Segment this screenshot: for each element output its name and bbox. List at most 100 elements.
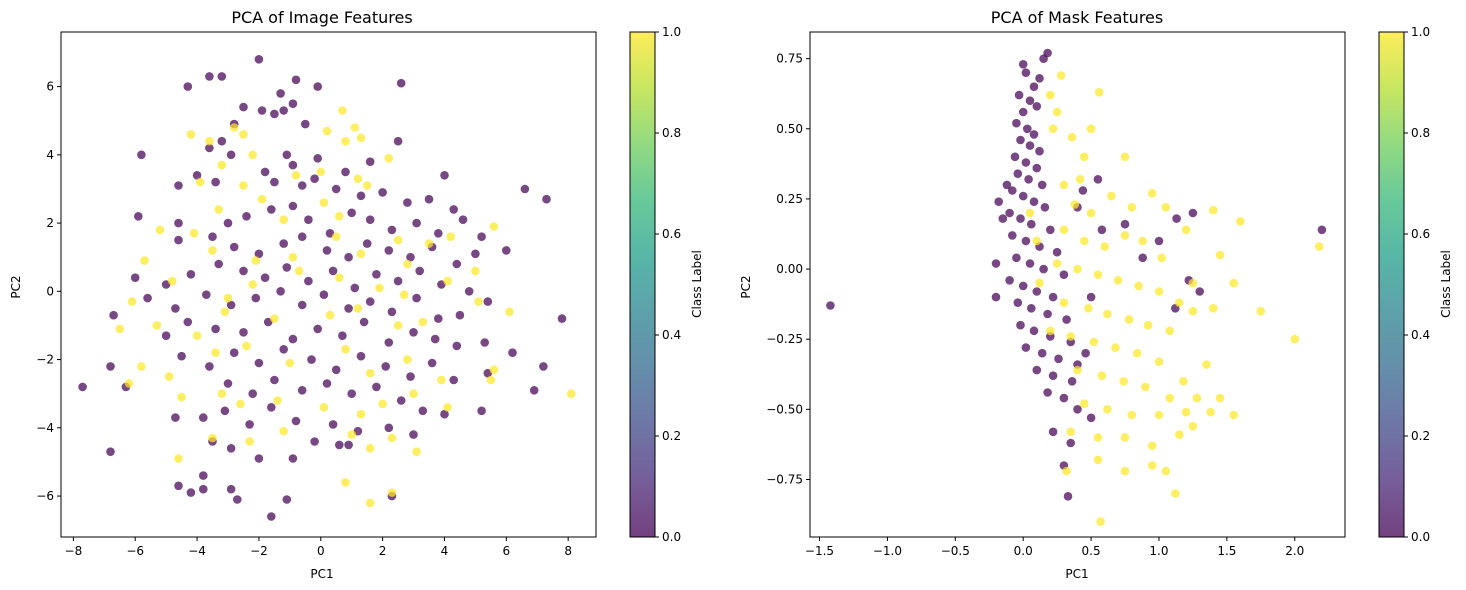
x-tick-label: 2 (379, 544, 387, 558)
data-point-class-0 (452, 259, 462, 269)
data-point-class-1 (1119, 377, 1128, 386)
data-point-class-0 (1035, 146, 1044, 156)
data-point-class-0 (186, 488, 196, 497)
data-point-class-1 (365, 498, 375, 508)
data-point-class-0 (297, 300, 307, 310)
data-point-class-1 (335, 212, 344, 221)
data-point-class-0 (1086, 413, 1096, 423)
data-point-class-0 (1073, 405, 1082, 414)
x-tick-label: 8 (564, 544, 572, 558)
data-point-class-0 (143, 293, 152, 303)
data-point-class-0 (1021, 343, 1031, 352)
data-point-class-1 (1059, 225, 1069, 235)
y-tick-label: −2 (36, 353, 54, 367)
data-point-class-0 (1067, 377, 1077, 386)
data-point-class-0 (991, 292, 1001, 302)
data-point-class-1 (223, 293, 233, 303)
data-point-class-0 (1039, 264, 1048, 274)
data-point-class-1 (325, 310, 335, 320)
data-point-class-0 (1035, 74, 1044, 83)
x-ticks: −1.5 −1.0 −0.5 0.0 0.5 1.0 1.5 2.0 (805, 537, 1304, 558)
data-point-class-0 (288, 160, 298, 170)
data-point-class-1 (214, 205, 223, 214)
y-tick-label: 6 (46, 80, 54, 94)
data-point-class-0 (430, 334, 440, 344)
data-point-class-1 (294, 266, 304, 276)
data-point-class-0 (183, 317, 193, 327)
data-point-class-1 (393, 235, 403, 245)
data-point-class-0 (1025, 259, 1035, 268)
data-point-class-1 (248, 150, 257, 160)
data-point-class-0 (406, 252, 415, 262)
colorbar-label: Class Label (690, 250, 704, 318)
data-point-class-1 (1236, 217, 1245, 226)
data-point-class-0 (1021, 158, 1031, 167)
colorbar: 0.0 0.2 0.4 0.6 0.8 1.0 Class Label (629, 25, 704, 544)
y-tick-label: −0.50 (766, 402, 803, 416)
data-point-class-1 (471, 266, 480, 276)
chart-title: PCA of Mask Features (991, 8, 1163, 27)
x-tick-label: 1.5 (1217, 544, 1236, 558)
colorbar-tick-label: 0.8 (1411, 126, 1430, 140)
data-point-class-0 (529, 386, 539, 395)
x-tick-label: 1.0 (1149, 544, 1168, 558)
data-point-class-1 (124, 379, 134, 388)
data-point-class-0 (260, 167, 270, 177)
data-point-class-0 (161, 331, 171, 341)
data-point-class-1 (1141, 382, 1150, 392)
x-tick-label: 0.5 (1082, 544, 1101, 558)
data-point-class-0 (288, 334, 298, 344)
data-point-class-0 (1188, 208, 1198, 218)
data-point-class-1 (1073, 264, 1082, 274)
data-point-class-0 (297, 386, 307, 395)
data-point-class-1 (1070, 200, 1080, 209)
data-point-class-1 (1059, 298, 1069, 308)
data-point-class-0 (205, 143, 214, 153)
data-point-class-0 (260, 273, 270, 283)
data-point-class-0 (310, 437, 319, 446)
data-point-class-0 (480, 338, 490, 347)
data-point-class-0 (226, 150, 236, 160)
data-point-class-0 (174, 218, 183, 228)
data-point-class-0 (1005, 276, 1014, 285)
data-point-class-0 (1172, 214, 1181, 223)
data-point-class-1 (1059, 180, 1069, 190)
data-point-class-0 (254, 358, 264, 368)
data-point-class-1 (279, 215, 289, 224)
data-point-class-1 (270, 314, 279, 323)
y-ticks: −0.75 −0.50 −0.25 0.00 0.25 0.50 0.75 (766, 52, 810, 486)
data-point-class-0 (217, 136, 227, 146)
data-point-class-0 (226, 300, 236, 310)
data-point-class-0 (1032, 163, 1042, 173)
data-point-class-1 (164, 372, 174, 381)
data-point-class-0 (1138, 253, 1147, 263)
data-point-class-1 (1056, 71, 1066, 80)
data-point-class-1 (1046, 326, 1055, 336)
data-point-class-0 (78, 382, 87, 392)
x-tick-label: 0.0 (1014, 544, 1033, 558)
data-point-class-1 (387, 433, 397, 443)
data-point-class-1 (1093, 433, 1103, 442)
data-point-class-0 (557, 314, 567, 323)
data-point-class-1 (217, 160, 227, 170)
data-point-class-0 (322, 246, 332, 255)
data-point-class-0 (313, 324, 323, 334)
data-point-class-0 (452, 341, 462, 351)
data-point-class-0 (1016, 135, 1025, 145)
data-point-class-0 (291, 75, 301, 85)
data-point-class-0 (223, 379, 233, 388)
plot-frame (809, 31, 1346, 538)
data-point-class-1 (1025, 208, 1035, 218)
data-point-class-1 (1103, 405, 1112, 414)
data-point-class-1 (1154, 287, 1164, 296)
data-point-class-0 (226, 444, 236, 453)
data-point-class-1 (1215, 393, 1225, 403)
x-tick-label: −0.5 (941, 544, 970, 558)
points-layer (826, 48, 1327, 526)
x-tick-label: 6 (502, 544, 510, 558)
data-point-class-1 (1080, 399, 1089, 409)
data-point-class-1 (174, 454, 183, 463)
y-axis-label: PC2 (739, 275, 753, 298)
data-point-class-1 (236, 399, 245, 409)
